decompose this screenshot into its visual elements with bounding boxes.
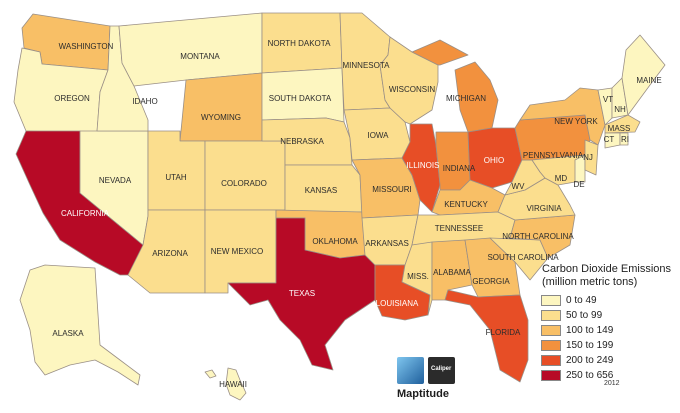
label-north-carolina: NORTH CAROLINA: [502, 232, 574, 241]
legend-row: 150 to 199: [541, 338, 677, 353]
label-south-dakota: SOUTH DAKOTA: [269, 94, 332, 103]
caliper-logo-text: Caliper: [431, 366, 452, 372]
legend-swatch: [541, 340, 561, 351]
label-new-jersey: NJ: [583, 153, 593, 162]
legend-row: 250 to 656: [541, 368, 677, 383]
legend-label: 0 to 49: [566, 295, 597, 306]
label-texas: TEXAS: [289, 289, 315, 298]
label-ohio: OHIO: [484, 156, 504, 165]
legend-title-line1: Carbon Dioxide Emissions: [542, 263, 671, 275]
globe-logo-icon: [397, 357, 424, 384]
label-idaho: IDAHO: [132, 97, 157, 106]
legend-label: 250 to 656: [566, 370, 614, 381]
label-oregon: OREGON: [54, 94, 90, 103]
state-maine[interactable]: [621, 34, 666, 116]
label-mississippi: MISS.: [407, 272, 429, 281]
maptitude-logo: Caliper Maptitude: [397, 357, 461, 411]
label-nebraska: NEBRASKA: [280, 137, 324, 146]
label-arkansas: ARKANSAS: [365, 239, 409, 248]
label-hawaii: HAWAII: [219, 380, 247, 389]
label-oklahoma: OKLAHOMA: [312, 237, 358, 246]
legend-row: 0 to 49: [541, 293, 677, 308]
label-nevada: NEVADA: [99, 176, 132, 185]
legend-row: 200 to 249: [541, 353, 677, 368]
label-kentucky: KENTUCKY: [444, 200, 488, 209]
legend-swatch: [541, 325, 561, 336]
label-minnesota: MINNESOTA: [343, 61, 391, 70]
label-wisconsin: WISCONSIN: [389, 85, 435, 94]
label-pennsylvania: PENNSYLVANIA: [523, 151, 584, 160]
label-michigan: MICHIGAN: [446, 94, 486, 103]
label-new-york: NEW YORK: [554, 117, 598, 126]
label-indiana: INDIANA: [443, 164, 476, 173]
label-arizona: ARIZONA: [152, 249, 188, 258]
label-georgia: GEORGIA: [472, 277, 510, 286]
label-connecticut: CT: [604, 135, 615, 144]
legend-label: 150 to 199: [566, 340, 614, 351]
label-colorado: COLORADO: [221, 179, 267, 188]
label-louisiana: LOUISIANA: [376, 299, 419, 308]
state-colorado[interactable]: [204, 140, 286, 211]
label-maine: MAINE: [636, 76, 661, 85]
state-new-jersey[interactable]: [584, 139, 599, 176]
label-maryland: MD: [555, 174, 568, 183]
state-utah[interactable]: [147, 130, 206, 211]
state-massachusetts[interactable]: [604, 114, 641, 134]
legend-row: 100 to 149: [541, 323, 677, 338]
legend-row: 50 to 99: [541, 308, 677, 323]
label-florida: FLORIDA: [486, 328, 521, 337]
state-wyoming[interactable]: [179, 72, 263, 142]
legend-title: Carbon Dioxide Emissions (million metric…: [542, 263, 677, 289]
state-hawaii[interactable]: [225, 367, 247, 401]
legend-swatch: [541, 370, 561, 381]
map-legend: Carbon Dioxide Emissions (million metric…: [541, 263, 677, 383]
label-utah: UTAH: [165, 173, 186, 182]
label-tennessee: TENNESSEE: [435, 224, 483, 233]
label-washington: WASHINGTON: [59, 42, 114, 51]
legend-title-line2: (million metric tons): [542, 276, 638, 288]
state-illinois[interactable]: [401, 123, 441, 213]
label-alabama: ALABAMA: [433, 268, 471, 277]
label-massachusetts: MASS: [608, 124, 631, 133]
label-new-hampshire: NH: [614, 105, 626, 114]
label-kansas: KANSAS: [305, 186, 337, 195]
year-label: 2012: [604, 380, 620, 387]
label-west-virginia: WV: [512, 182, 526, 191]
label-missouri: MISSOURI: [372, 185, 412, 194]
brand-name: Maptitude: [397, 388, 449, 400]
caliper-logo-icon: Caliper: [428, 357, 455, 384]
label-new-mexico: NEW MEXICO: [211, 247, 263, 256]
label-iowa: IOWA: [367, 131, 389, 140]
state-texas[interactable]: [227, 217, 376, 371]
label-delaware: DE: [573, 180, 584, 189]
label-south-carolina: SOUTH CAROLINA: [487, 253, 559, 262]
label-montana: MONTANA: [180, 52, 220, 61]
label-alaska: ALASKA: [52, 329, 84, 338]
label-virginia: VIRGINIA: [526, 204, 562, 213]
state-michigan-lower[interactable]: [454, 61, 499, 133]
label-california: CALIFORNIA: [61, 209, 110, 218]
label-wyoming: WYOMING: [201, 113, 241, 122]
label-north-dakota: NORTH DAKOTA: [268, 39, 331, 48]
state-hawaii-islands[interactable]: [204, 369, 217, 379]
label-rhode-island: RI: [621, 135, 629, 144]
state-alaska[interactable]: [19, 264, 141, 386]
legend-label: 100 to 149: [566, 325, 614, 336]
state-delaware[interactable]: [574, 154, 586, 183]
state-indiana[interactable]: [435, 131, 471, 191]
legend-label: 200 to 249: [566, 355, 614, 366]
legend-swatch: [541, 295, 561, 306]
legend-swatch: [541, 355, 561, 366]
state-rhode-island[interactable]: [619, 132, 629, 146]
legend-swatch: [541, 310, 561, 321]
legend-label: 50 to 99: [566, 310, 603, 321]
state-florida[interactable]: [444, 289, 529, 383]
label-illinois: ILLINOIS: [407, 161, 440, 170]
label-vermont: VT: [603, 95, 613, 104]
state-michigan[interactable]: [411, 39, 469, 66]
